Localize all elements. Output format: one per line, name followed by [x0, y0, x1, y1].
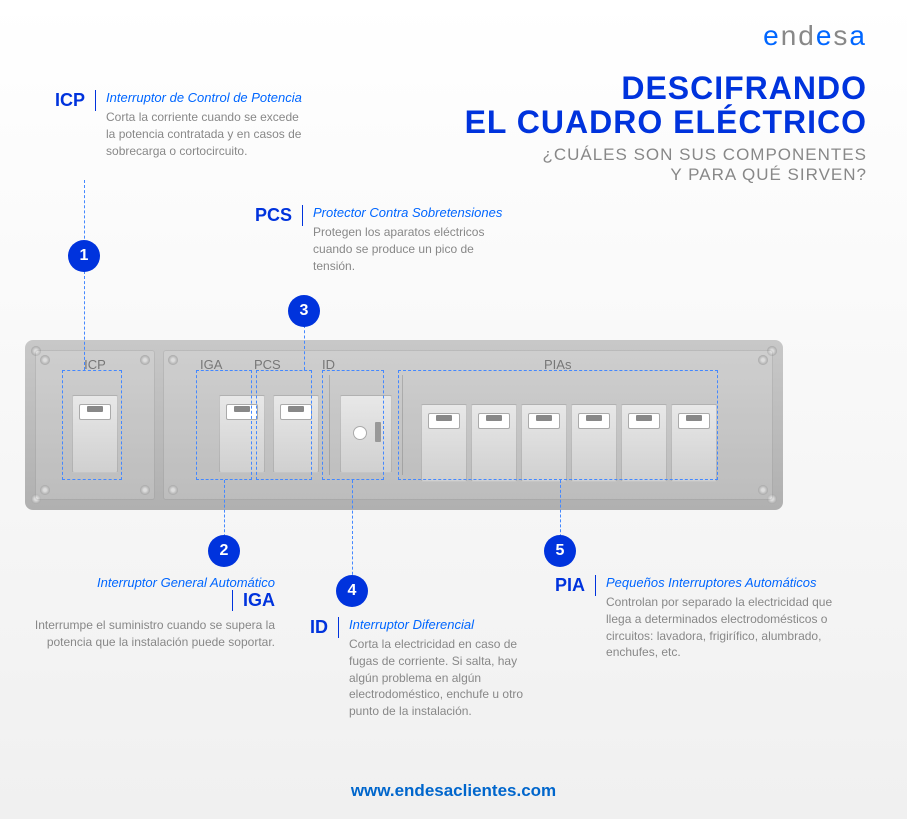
main-title: DESCIFRANDOEL CUADRO ELÉCTRICO — [465, 72, 867, 139]
breaker-pcs — [273, 395, 319, 473]
callout-icp: ICP Interruptor de Control de Potencia C… — [55, 90, 306, 159]
breaker-pia — [521, 404, 567, 482]
iga-desc: Interrumpe el suministro cuando se super… — [30, 617, 275, 651]
id-full: Interruptor Diferencial — [349, 617, 540, 632]
screw-icon — [40, 485, 50, 495]
panel-section-main: IGA PCS ID PIAs — [163, 350, 773, 500]
connector-line — [84, 180, 85, 370]
screw-icon — [40, 355, 50, 365]
pcs-desc: Protegen los aparatos eléctricos cuando … — [313, 224, 513, 274]
icp-full: Interruptor de Control de Potencia — [106, 90, 306, 105]
iga-abbr: IGA — [232, 590, 275, 611]
breaker-pia — [671, 404, 717, 482]
connector-line — [304, 325, 305, 370]
breaker-icp — [72, 395, 118, 473]
breaker-pia — [571, 404, 617, 482]
brand-logo: endesa — [763, 20, 867, 52]
id-abbr: ID — [310, 617, 339, 638]
breaker-group-pias — [421, 386, 717, 482]
electrical-panel: ICP IGA PCS ID PIAs — [25, 340, 783, 510]
badge-2: 2 — [208, 535, 240, 567]
callout-iga: Interruptor General AutomáticoIGA Interr… — [30, 575, 275, 651]
footer-url: www.endesaclientes.com — [0, 781, 907, 801]
id-desc: Corta la electricidad en caso de fugas d… — [349, 636, 540, 720]
callout-pcs: PCS Protector Contra Sobretensiones Prot… — [255, 205, 513, 274]
panel-label-iga: IGA — [200, 357, 222, 372]
breaker-pia — [621, 404, 667, 482]
breaker-id — [340, 395, 392, 473]
pia-desc: Controlan por separado la electricidad q… — [606, 594, 846, 661]
panel-divider — [329, 375, 330, 475]
panel-label-pcs: PCS — [254, 357, 281, 372]
screw-icon — [168, 485, 178, 495]
icp-desc: Corta la corriente cuando se excede la p… — [106, 109, 306, 159]
pcs-abbr: PCS — [255, 205, 303, 226]
screw-icon — [758, 485, 768, 495]
panel-label-id: ID — [322, 357, 335, 372]
screw-icon — [140, 485, 150, 495]
icp-abbr: ICP — [55, 90, 96, 111]
screw-icon — [140, 355, 150, 365]
callout-pia: PIA Pequeños Interruptores Automáticos C… — [555, 575, 846, 661]
connector-line — [352, 480, 353, 590]
pia-abbr: PIA — [555, 575, 596, 596]
breaker-iga — [219, 395, 265, 473]
iga-full: Interruptor General Automático — [30, 575, 275, 590]
badge-1: 1 — [68, 240, 100, 272]
panel-section-icp: ICP — [35, 350, 155, 500]
subtitle: ¿CUÁLES SON SUS COMPONENTES Y PARA QUÉ S… — [542, 145, 867, 186]
badge-3: 3 — [288, 295, 320, 327]
title-line2: EL CUADRO ELÉCTRICO — [465, 104, 867, 140]
screw-icon — [168, 355, 178, 365]
pia-full: Pequeños Interruptores Automáticos — [606, 575, 846, 590]
callout-id: ID Interruptor Diferencial Corta la elec… — [310, 617, 540, 720]
badge-4: 4 — [336, 575, 368, 607]
screw-icon — [758, 355, 768, 365]
panel-label-pias: PIAs — [544, 357, 571, 372]
breaker-pia — [421, 404, 467, 482]
subtitle-line1: ¿CUÁLES SON SUS COMPONENTES — [542, 145, 867, 164]
title-line1: DESCIFRANDO — [621, 70, 867, 106]
panel-label-icp: ICP — [84, 357, 106, 372]
pcs-full: Protector Contra Sobretensiones — [313, 205, 513, 220]
badge-5: 5 — [544, 535, 576, 567]
panel-divider — [402, 375, 403, 475]
subtitle-line2: Y PARA QUÉ SIRVEN? — [670, 165, 867, 184]
breaker-pia — [471, 404, 517, 482]
